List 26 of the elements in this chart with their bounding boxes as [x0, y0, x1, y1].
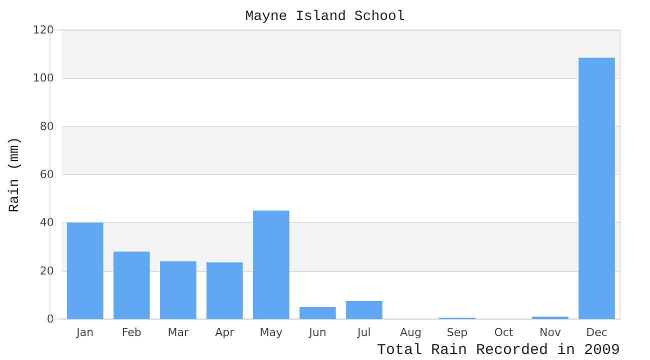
x-tick-label: Mar — [168, 326, 190, 339]
x-tick-label: Jul — [356, 326, 371, 339]
bar — [578, 58, 615, 319]
y-tick-label: 120 — [32, 24, 54, 36]
bar — [346, 300, 382, 319]
y-axis-title: Rain (mm) — [7, 136, 23, 212]
x-tick-label: Feb — [122, 326, 142, 339]
x-tick-label: Oct — [494, 326, 514, 339]
bar — [114, 252, 150, 319]
x-axis-title: Total Rain Recorded in 2009 — [376, 342, 620, 359]
bar — [253, 210, 290, 319]
x-tick-label: Sep — [446, 326, 468, 339]
y-tick-label: 100 — [32, 72, 54, 85]
chart-title: Mayne Island School — [245, 9, 405, 25]
y-tick-label: 80 — [40, 120, 54, 133]
x-tick-label: May — [260, 326, 284, 339]
x-tick-label: Jan — [76, 326, 94, 339]
bar — [206, 262, 243, 319]
x-tick-label: Dec — [586, 326, 608, 339]
bar — [160, 261, 196, 319]
x-tick-label: Apr — [215, 326, 235, 339]
x-tick-label: Aug — [400, 326, 422, 339]
x-tick-label: Nov — [540, 326, 562, 339]
bar — [300, 306, 336, 319]
bar — [67, 222, 104, 319]
x-tick-label: Jun — [308, 326, 326, 339]
